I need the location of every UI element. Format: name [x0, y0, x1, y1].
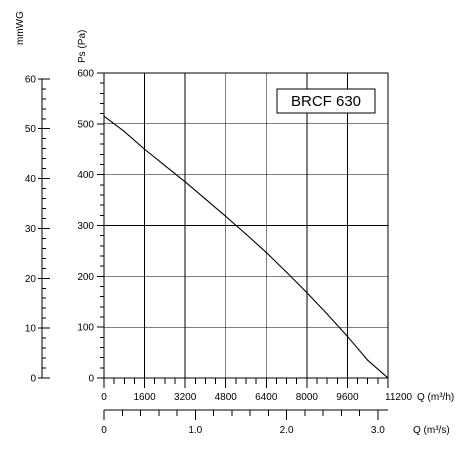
chart-title: BRCF 630 — [291, 93, 361, 110]
y2-tick-label: 50 — [25, 124, 37, 135]
y2-tick-label: 10 — [25, 324, 37, 335]
y2-tick-label: 20 — [25, 274, 37, 285]
fan-curve-point — [265, 251, 267, 254]
y2-tick-label: 30 — [25, 224, 37, 235]
y2-axis-title: mmWG — [15, 11, 26, 45]
y-tick-label: 400 — [77, 170, 94, 181]
x2-tick-label: 3.0 — [371, 425, 385, 436]
fan-curve-point — [143, 148, 146, 150]
fan-curve-point — [306, 292, 308, 294]
y-tick-label: 300 — [77, 221, 94, 232]
fan-curve-point — [164, 164, 166, 167]
x2-tick-label: 2.0 — [280, 425, 294, 436]
x-tick-label: 9600 — [336, 392, 359, 403]
y-tick-label: 100 — [77, 323, 94, 334]
y-tick-label: 600 — [77, 69, 94, 80]
fan-curve-point — [123, 130, 125, 133]
chart-title-box — [276, 88, 376, 114]
fan-curve-point — [285, 271, 288, 273]
fan-curve-point — [387, 377, 389, 379]
x2-tick-label: 1.0 — [188, 425, 202, 436]
x-tick-label: 11200 — [385, 392, 413, 403]
x-tick-label: 8000 — [296, 392, 319, 403]
x-tick-label: 4800 — [215, 392, 238, 403]
x-tick-label: 0 — [101, 392, 107, 403]
fan-curve-point — [326, 313, 328, 315]
fan-curve-line — [103, 115, 389, 379]
fan-curve-point — [346, 335, 349, 337]
fan-curve-point — [184, 181, 186, 183]
fan-curve-point — [367, 359, 369, 361]
y-tick-label: 500 — [77, 119, 94, 130]
x2-axis-title: Q (m³/s) — [413, 425, 450, 436]
fan-curve-point — [225, 215, 227, 217]
fan-curve-point — [103, 115, 105, 117]
y-axis-title: Ps (Pa) — [77, 30, 88, 63]
x-tick-label: 6400 — [255, 392, 278, 403]
y-tick-label: 0 — [88, 374, 94, 385]
y2-tick-label: 0 — [30, 374, 36, 385]
x2-tick-label: 0 — [101, 425, 107, 436]
x-axis-title: Q (m³/h) — [417, 392, 454, 403]
x-tick-label: 3200 — [174, 392, 197, 403]
fan-curve-point — [204, 198, 207, 200]
y2-tick-label: 60 — [25, 74, 37, 85]
fan-curve-point — [245, 233, 247, 235]
x-tick-label: 1600 — [133, 392, 156, 403]
y2-tick-label: 40 — [25, 174, 37, 185]
y-tick-label: 200 — [77, 272, 94, 283]
